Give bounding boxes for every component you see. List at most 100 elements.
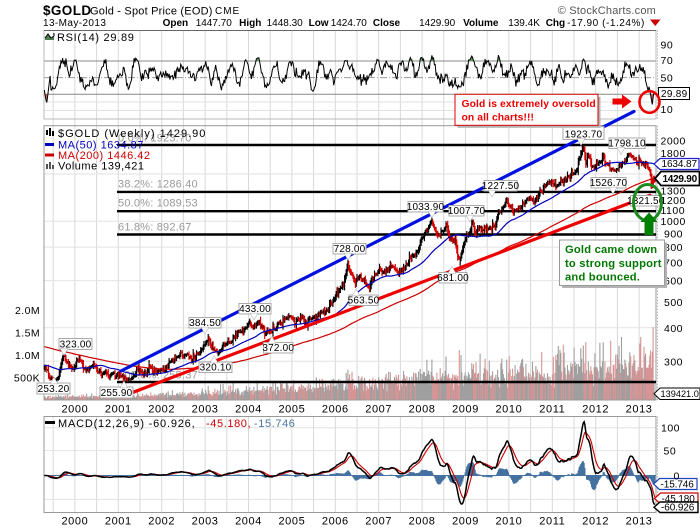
- svg-text:2.0M: 2.0M: [15, 305, 40, 317]
- svg-text:600: 600: [664, 276, 683, 288]
- svg-text:300: 300: [664, 356, 683, 368]
- svg-text:1227.50: 1227.50: [482, 181, 520, 192]
- svg-text:RSI(14) 29.89: RSI(14) 29.89: [57, 32, 135, 44]
- svg-text:372.00: 372.00: [262, 343, 294, 354]
- svg-text:2000: 2000: [61, 404, 88, 416]
- svg-text:MA(200) 1446.42: MA(200) 1446.42: [58, 150, 151, 162]
- svg-text:2005: 2005: [278, 516, 305, 528]
- svg-text:-45.180: -45.180: [662, 494, 696, 505]
- svg-text:1007.70: 1007.70: [448, 206, 486, 217]
- svg-text:2006: 2006: [322, 516, 349, 528]
- svg-text:1429.90: 1429.90: [663, 174, 698, 185]
- svg-text:-15.746: -15.746: [661, 479, 695, 490]
- svg-text:CME: CME: [215, 6, 240, 17]
- svg-text:2006: 2006: [322, 404, 349, 416]
- svg-text:139.4K: 139.4K: [508, 18, 540, 29]
- svg-text:Chg: Chg: [546, 18, 565, 29]
- svg-text:728.00: 728.00: [334, 244, 366, 255]
- svg-text:2000: 2000: [61, 516, 88, 528]
- svg-text:Open: Open: [163, 18, 189, 29]
- svg-text:681.00: 681.00: [437, 273, 469, 284]
- svg-text:-60.926: -60.926: [661, 503, 695, 514]
- svg-text:1448.30: 1448.30: [267, 18, 304, 29]
- svg-text:© StockCharts.com: © StockCharts.com: [558, 5, 656, 17]
- svg-text:100: 100: [661, 423, 680, 435]
- svg-text:2012: 2012: [582, 404, 609, 416]
- svg-text:1798.10: 1798.10: [608, 138, 646, 149]
- svg-text:2002: 2002: [148, 404, 175, 416]
- svg-text:2005: 2005: [278, 404, 305, 416]
- svg-text:2001: 2001: [105, 516, 132, 528]
- svg-text:Close: Close: [373, 18, 401, 29]
- svg-text:Low: Low: [309, 18, 329, 29]
- svg-text:1447.70: 1447.70: [196, 18, 233, 29]
- svg-text:to strong support: to strong support: [565, 258, 662, 270]
- svg-text:-45.180,: -45.180,: [206, 418, 251, 430]
- svg-text:1.0M: 1.0M: [15, 350, 40, 362]
- svg-text:Gold came down: Gold came down: [565, 244, 657, 256]
- svg-text:255.90: 255.90: [101, 388, 133, 399]
- svg-text:Gold - Spot Price (EOD): Gold - Spot Price (EOD): [90, 6, 213, 18]
- svg-text:2002: 2002: [148, 516, 175, 528]
- svg-text:61.8%: 892.67: 61.8%: 892.67: [118, 222, 192, 234]
- svg-text:2004: 2004: [235, 404, 262, 416]
- svg-text:1800: 1800: [661, 148, 686, 160]
- svg-text:2013: 2013: [626, 404, 653, 416]
- svg-text:1000: 1000: [661, 216, 686, 228]
- svg-text:1321.50: 1321.50: [627, 196, 665, 207]
- svg-text:2003: 2003: [192, 516, 219, 528]
- svg-text:323.00: 323.00: [60, 339, 92, 350]
- svg-text:38.2%: 1286.40: 38.2%: 1286.40: [118, 179, 198, 191]
- svg-text:2013: 2013: [626, 516, 653, 528]
- svg-text:1033.90: 1033.90: [407, 202, 445, 213]
- svg-text:700: 700: [664, 258, 683, 270]
- svg-text:500K: 500K: [14, 373, 40, 385]
- svg-text:400: 400: [664, 323, 683, 335]
- svg-text:Volume 139,421: Volume 139,421: [58, 161, 145, 173]
- svg-text:MA(50) 1634.87: MA(50) 1634.87: [58, 140, 144, 152]
- svg-text:MACD(12,26,9) -60.926,: MACD(12,26,9) -60.926,: [58, 418, 195, 430]
- svg-text:2001: 2001: [105, 404, 132, 416]
- svg-text:2007: 2007: [365, 516, 392, 528]
- svg-text:2010: 2010: [495, 404, 522, 416]
- svg-text:563.50: 563.50: [348, 295, 380, 306]
- svg-text:1526.70: 1526.70: [590, 178, 628, 189]
- svg-text:2011: 2011: [539, 404, 565, 416]
- svg-text:50: 50: [664, 445, 677, 457]
- svg-text:2007: 2007: [365, 404, 392, 416]
- svg-text:500: 500: [664, 297, 683, 309]
- svg-text:2012: 2012: [582, 516, 609, 528]
- svg-text:0.0%: 1923.70: 0.0%: 1923.70: [118, 133, 192, 145]
- svg-text:2009: 2009: [452, 516, 479, 528]
- svg-text:29.89: 29.89: [661, 89, 688, 100]
- svg-text:and bounced.: and bounced.: [565, 272, 640, 284]
- svg-text:2003: 2003: [192, 404, 219, 416]
- svg-text:1200: 1200: [661, 195, 686, 207]
- svg-text:139421.0: 139421.0: [661, 389, 699, 399]
- svg-text:433.00: 433.00: [239, 304, 271, 315]
- svg-text:1923.70: 1923.70: [565, 129, 603, 140]
- svg-text:2010: 2010: [495, 516, 522, 528]
- svg-text:on all charts!!!: on all charts!!!: [462, 113, 535, 124]
- svg-text:800: 800: [664, 242, 683, 254]
- svg-text:2004: 2004: [235, 516, 262, 528]
- svg-text:2008: 2008: [409, 516, 436, 528]
- svg-text:2008: 2008: [409, 404, 436, 416]
- svg-text:2000: 2000: [661, 136, 686, 148]
- svg-text:50.0%: 1089.53: 50.0%: 1089.53: [118, 198, 198, 210]
- svg-text:$GOLD: $GOLD: [43, 3, 92, 18]
- svg-text:900: 900: [664, 228, 683, 240]
- svg-text:50: 50: [661, 73, 674, 85]
- svg-text:1424.70: 1424.70: [331, 18, 368, 29]
- svg-text:70: 70: [661, 55, 674, 67]
- svg-text:High: High: [239, 18, 261, 29]
- svg-text:2009: 2009: [452, 404, 479, 416]
- svg-text:13-May-2013: 13-May-2013: [43, 18, 106, 29]
- svg-text:Gold is extremely oversold: Gold is extremely oversold: [462, 99, 596, 110]
- svg-text:2011: 2011: [539, 516, 565, 528]
- svg-text:0: 0: [674, 470, 680, 482]
- svg-text:320.10: 320.10: [200, 362, 232, 373]
- svg-text:Volume: Volume: [463, 18, 499, 29]
- svg-text:384.50: 384.50: [189, 318, 221, 329]
- svg-text:1634.87: 1634.87: [662, 159, 698, 170]
